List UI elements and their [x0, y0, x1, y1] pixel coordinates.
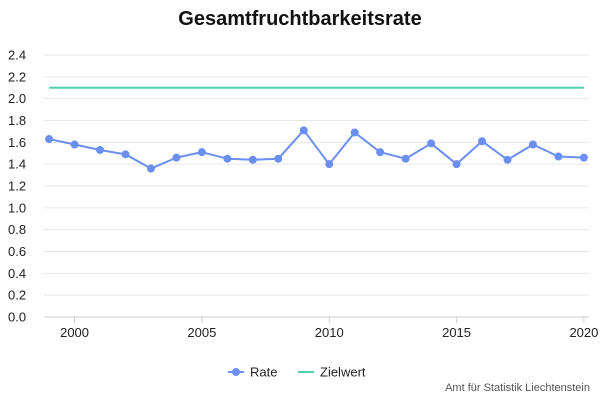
- data-point: [350, 128, 359, 137]
- data-point: [478, 137, 487, 146]
- data-point: [579, 153, 588, 162]
- data-point: [554, 152, 563, 161]
- x-tick-label: 2005: [187, 325, 216, 340]
- x-tick-label: 2000: [60, 325, 89, 340]
- y-tick-label: 2.2: [8, 69, 26, 84]
- y-tick-label: 0.4: [8, 266, 26, 281]
- y-tick-label: 0.8: [8, 222, 26, 237]
- data-point: [96, 145, 105, 154]
- data-point: [274, 154, 283, 163]
- y-tick-label: 1.4: [8, 157, 26, 172]
- data-point: [401, 154, 410, 163]
- data-point: [427, 139, 436, 148]
- data-point: [503, 155, 512, 164]
- legend-label-rate: Rate: [250, 365, 277, 380]
- source-credit: Amt für Statistik Liechtenstein: [445, 382, 590, 394]
- data-point: [45, 135, 54, 144]
- y-tick-label: 2.4: [8, 48, 26, 63]
- y-tick-label: 1.6: [8, 135, 26, 150]
- data-point: [299, 126, 308, 135]
- chart-title: Gesamtfruchtbarkeitsrate: [178, 8, 422, 30]
- data-point: [223, 154, 232, 163]
- x-tick-label: 2020: [569, 325, 598, 340]
- y-tick-label: 0.2: [8, 288, 26, 303]
- data-point: [172, 153, 181, 162]
- series-line-rate: [48, 129, 584, 170]
- legend-label-zielwert: Zielwert: [320, 365, 366, 380]
- x-tick-label: 2015: [442, 325, 471, 340]
- y-tick-label: 1.2: [8, 179, 26, 194]
- data-point: [248, 155, 257, 164]
- y-tick-label: 0.0: [8, 310, 26, 325]
- y-tick-label: 1.8: [8, 113, 26, 128]
- data-point: [528, 140, 537, 149]
- y-tick-label: 0.6: [8, 244, 26, 259]
- data-point: [452, 160, 461, 169]
- data-point: [70, 140, 79, 149]
- x-tick-label: 2010: [315, 325, 344, 340]
- y-tick-label: 2.0: [8, 91, 26, 106]
- legend-marker-rate: [232, 368, 240, 376]
- data-point: [197, 148, 206, 157]
- data-point: [325, 160, 334, 169]
- data-point: [121, 150, 130, 159]
- data-point: [376, 148, 385, 157]
- y-tick-label: 1.0: [8, 200, 26, 215]
- data-point: [146, 164, 155, 173]
